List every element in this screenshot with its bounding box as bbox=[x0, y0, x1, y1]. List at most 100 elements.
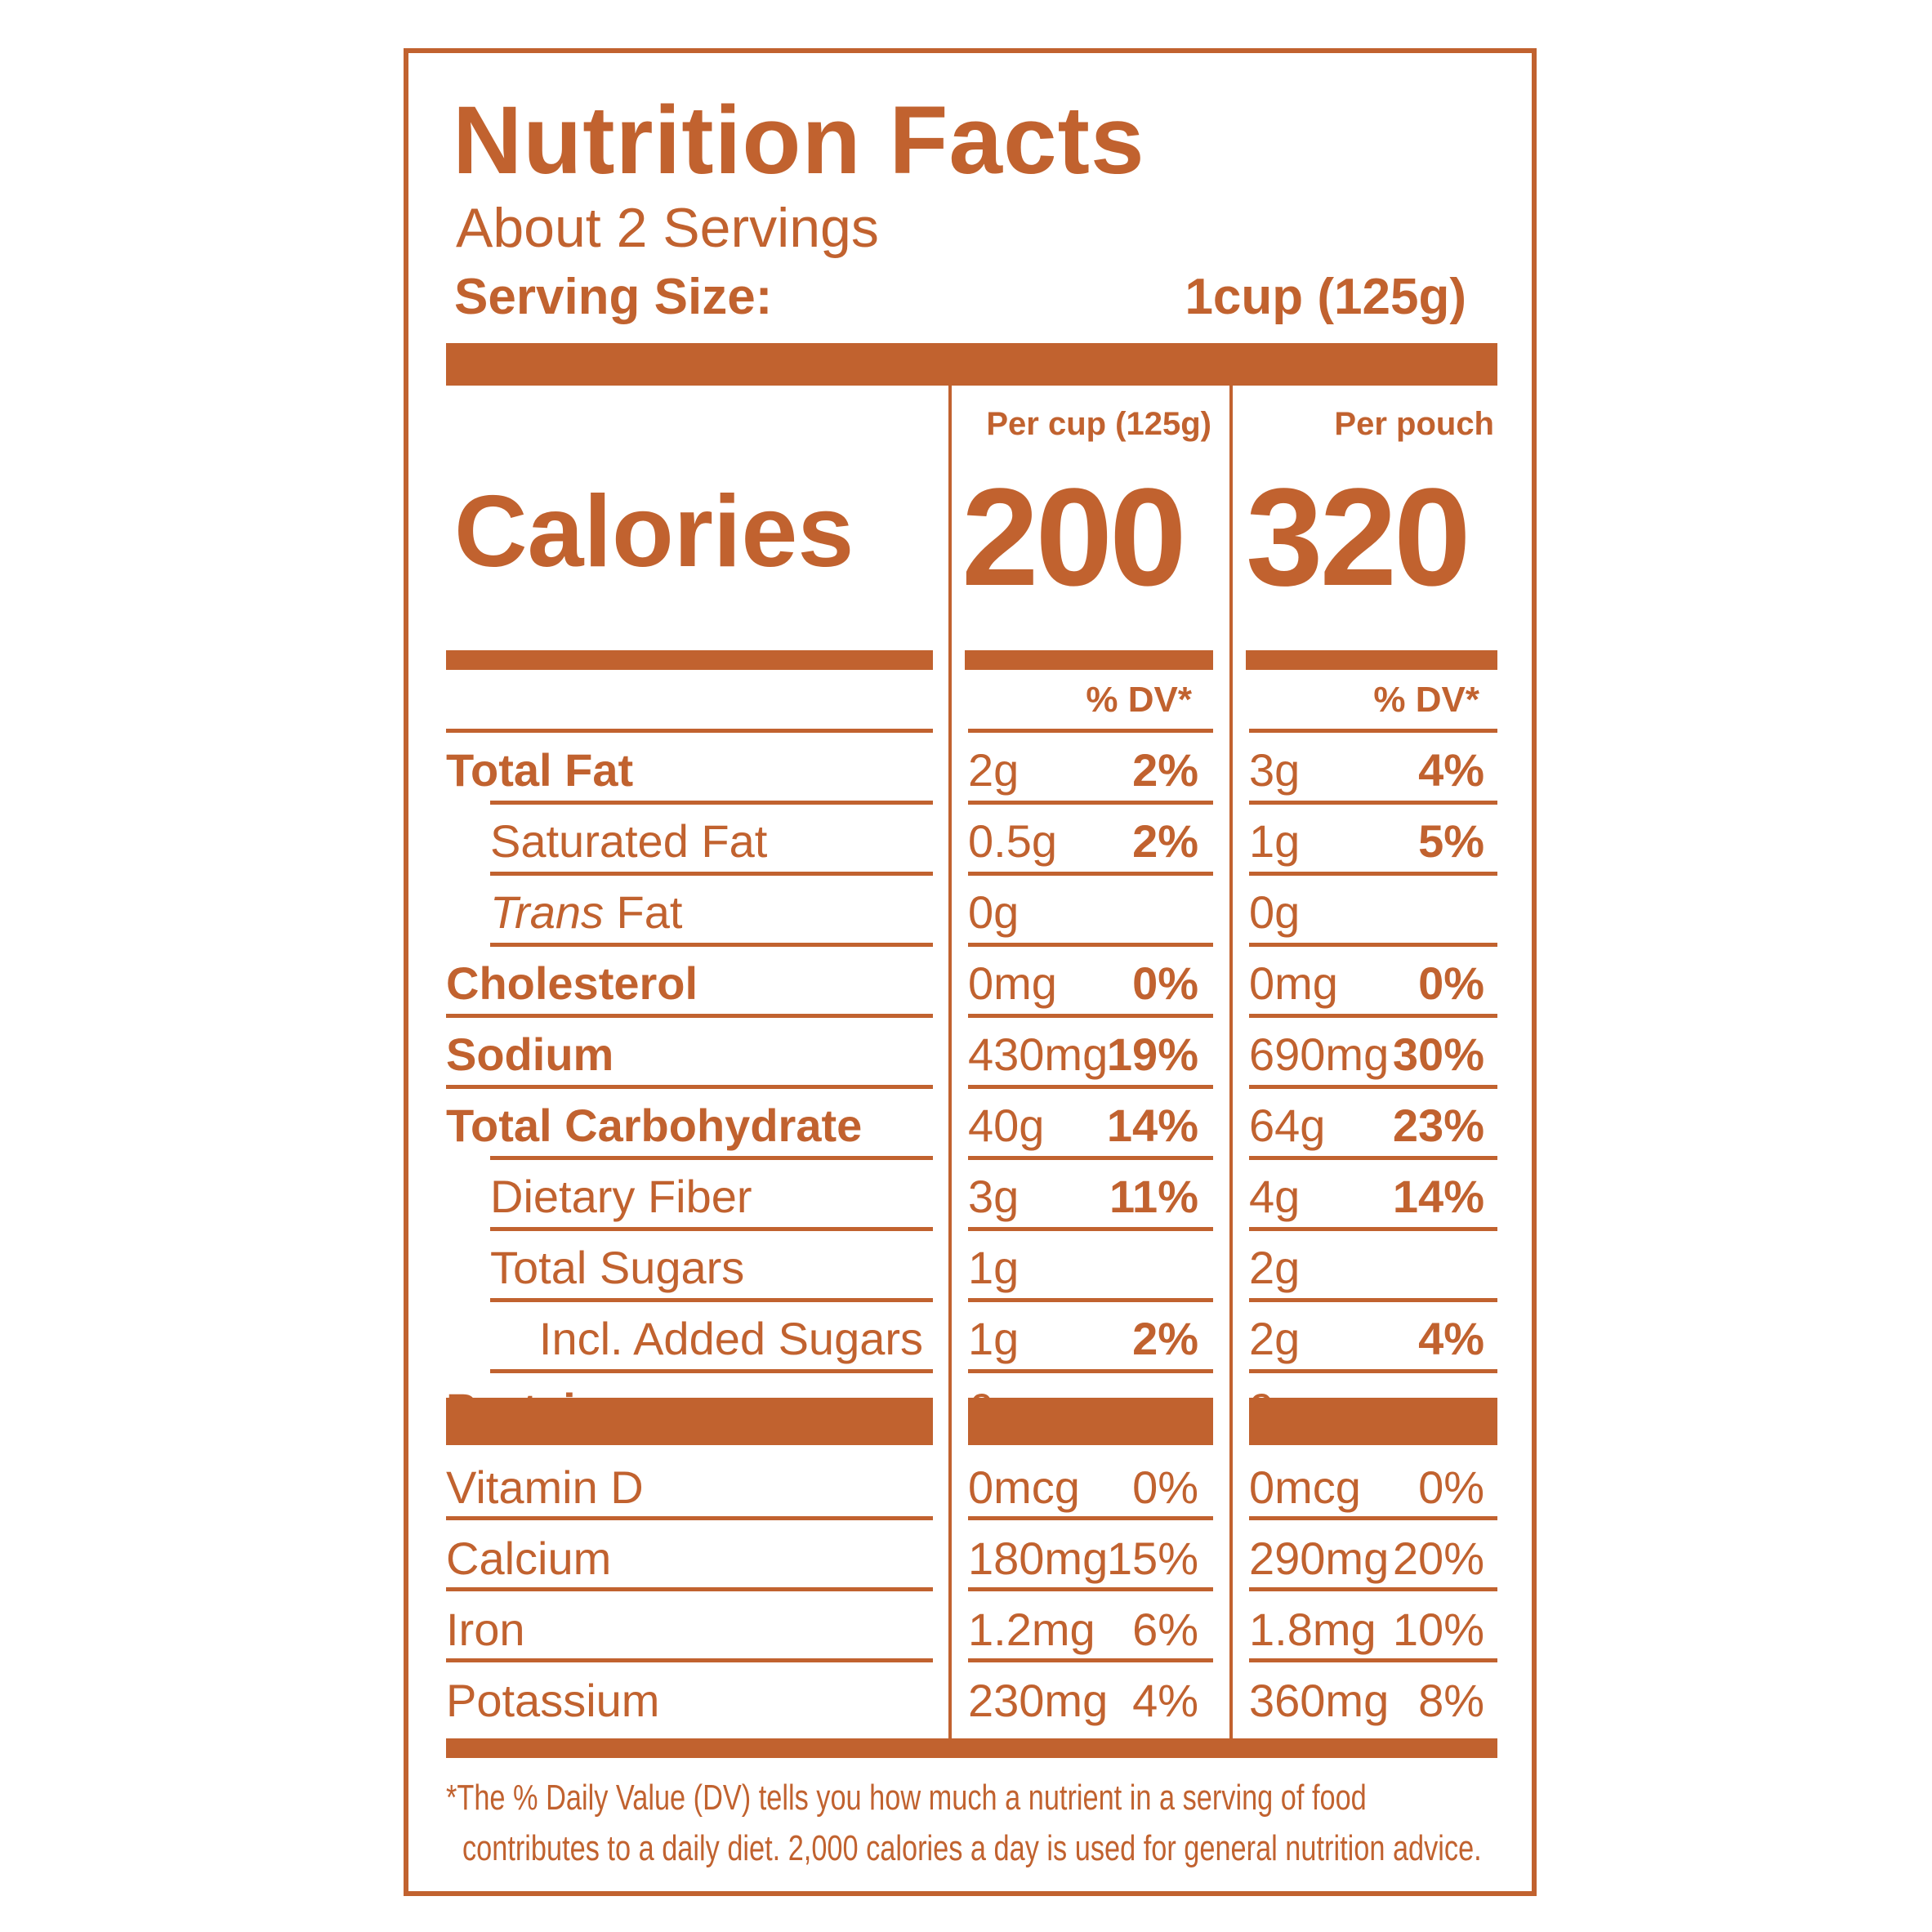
row-divider-col1 bbox=[968, 1369, 1213, 1373]
row-divider-col1 bbox=[968, 801, 1213, 805]
row-divider-col1 bbox=[968, 1014, 1213, 1018]
dv-per-cup: 2% bbox=[1132, 744, 1198, 796]
dv-divider-col1 bbox=[968, 729, 1213, 733]
amount-per-pouch: 2g bbox=[1249, 1313, 1301, 1364]
amount-per-cup: 1g bbox=[968, 1242, 1020, 1293]
calories-per-pouch: 320 bbox=[1246, 460, 1471, 615]
row-divider-col1 bbox=[968, 1227, 1213, 1231]
micro-amount-per-pouch: 360mg bbox=[1249, 1675, 1390, 1726]
footnote-line-2: contributes to a daily diet. 2,000 calor… bbox=[462, 1828, 1482, 1868]
micro-amount-per-cup: 230mg bbox=[968, 1675, 1109, 1726]
micro-dv-per-cup: 4% bbox=[1132, 1675, 1198, 1726]
micro-dv-per-pouch: 0% bbox=[1418, 1461, 1484, 1513]
amount-per-cup: 3g bbox=[968, 1171, 1020, 1222]
row-divider-col2 bbox=[1249, 801, 1497, 805]
serving-size-value: 1cup (125g) bbox=[1185, 269, 1466, 325]
micro-row-divider-col2 bbox=[1249, 1658, 1497, 1662]
thick-divider-mid-col1 bbox=[968, 1398, 1213, 1445]
amount-per-cup: 2g bbox=[968, 744, 1020, 796]
nutrition-facts-label: Nutrition Facts About 2 Servings Serving… bbox=[404, 48, 1537, 1896]
micro-row-divider-col1 bbox=[968, 1587, 1213, 1591]
micro-amount-per-pouch: 290mg bbox=[1249, 1533, 1390, 1584]
micro-row-divider bbox=[446, 1516, 933, 1520]
dv-per-cup: 0% bbox=[1132, 957, 1198, 1009]
footnote-line-1: *The % Daily Value (DV) tells you how mu… bbox=[446, 1778, 1367, 1818]
calories-divider-col2 bbox=[1246, 650, 1497, 670]
nutrient-name: Total Carbohydrate bbox=[446, 1100, 863, 1151]
dv-header-col2: % DV* bbox=[1373, 680, 1479, 720]
amount-per-pouch: 690mg bbox=[1249, 1028, 1390, 1080]
amount-per-pouch: 2g bbox=[1249, 1242, 1301, 1293]
row-divider-col1 bbox=[968, 872, 1213, 876]
serving-size-label: Serving Size: bbox=[454, 269, 773, 325]
amount-per-pouch: 1g bbox=[1249, 815, 1301, 867]
servings-per-container: About 2 Servings bbox=[456, 197, 879, 259]
micro-dv-per-cup: 15% bbox=[1106, 1533, 1198, 1584]
row-divider-col2 bbox=[1249, 1156, 1497, 1160]
amount-per-pouch: 0g bbox=[1249, 886, 1301, 938]
dv-divider-col2 bbox=[1249, 729, 1497, 733]
row-divider-col2 bbox=[1249, 872, 1497, 876]
row-divider-col1 bbox=[968, 1085, 1213, 1089]
micro-dv-per-pouch: 20% bbox=[1392, 1533, 1484, 1584]
micro-dv-per-pouch: 8% bbox=[1418, 1675, 1484, 1726]
row-divider-col2 bbox=[1249, 1085, 1497, 1089]
row-divider bbox=[490, 801, 933, 805]
column-header-per-cup: Per cup (125g) bbox=[986, 406, 1211, 442]
micro-row-divider bbox=[446, 1587, 933, 1591]
micro-amount-per-cup: 1.2mg bbox=[968, 1604, 1095, 1655]
dv-per-pouch: 4% bbox=[1418, 1313, 1484, 1364]
nutrient-name: Incl. Added Sugars bbox=[538, 1313, 923, 1364]
thick-divider-top bbox=[446, 343, 1497, 386]
dv-header-col1: % DV* bbox=[1086, 680, 1192, 720]
row-divider-col2 bbox=[1249, 943, 1497, 947]
row-divider bbox=[446, 1085, 933, 1089]
micro-amount-per-cup: 180mg bbox=[968, 1533, 1109, 1584]
calories-per-cup: 200 bbox=[962, 460, 1187, 615]
calories-divider-name bbox=[446, 650, 933, 670]
calories-label: Calories bbox=[454, 475, 854, 588]
row-divider bbox=[490, 1227, 933, 1231]
row-divider-col1 bbox=[968, 1156, 1213, 1160]
amount-per-cup: 1g bbox=[968, 1313, 1020, 1364]
amount-per-pouch: 4g bbox=[1249, 1171, 1301, 1222]
amount-per-cup: 0mg bbox=[968, 957, 1057, 1009]
micronutrient-name: Iron bbox=[446, 1604, 525, 1655]
amount-per-cup: 430mg bbox=[968, 1028, 1109, 1080]
nutrient-name: Total Sugars bbox=[490, 1242, 745, 1293]
row-divider bbox=[490, 943, 933, 947]
dv-per-cup: 2% bbox=[1132, 1313, 1198, 1364]
column-divider-left bbox=[948, 386, 952, 1738]
nutrient-name-italic: Trans bbox=[490, 886, 604, 938]
column-header-per-pouch: Per pouch bbox=[1334, 406, 1494, 442]
dv-per-pouch: 14% bbox=[1392, 1171, 1484, 1222]
micronutrient-name: Calcium bbox=[446, 1533, 612, 1584]
micro-amount-per-cup: 0mcg bbox=[968, 1461, 1080, 1513]
row-divider bbox=[446, 1014, 933, 1018]
micro-row-divider-col1 bbox=[968, 1658, 1213, 1662]
column-divider-right bbox=[1229, 386, 1233, 1738]
amount-per-pouch: 3g bbox=[1249, 744, 1301, 796]
dv-per-pouch: 4% bbox=[1418, 744, 1484, 796]
dv-per-pouch: 23% bbox=[1392, 1100, 1484, 1151]
dv-per-pouch: 30% bbox=[1392, 1028, 1484, 1080]
thick-divider-mid-name bbox=[446, 1398, 933, 1445]
nutrient-name: Total Fat bbox=[446, 744, 634, 796]
row-divider-col1 bbox=[968, 943, 1213, 947]
thick-divider-bottom bbox=[446, 1738, 1497, 1758]
dv-per-cup: 19% bbox=[1106, 1028, 1198, 1080]
dv-per-cup: 11% bbox=[1109, 1171, 1198, 1222]
row-divider-col2 bbox=[1249, 1298, 1497, 1302]
micro-amount-per-pouch: 0mcg bbox=[1249, 1461, 1361, 1513]
row-divider-col1 bbox=[968, 1298, 1213, 1302]
thick-divider-mid-col2 bbox=[1249, 1398, 1497, 1445]
amount-per-cup: 0g bbox=[968, 886, 1020, 938]
nutrient-name: Trans Fat bbox=[490, 890, 682, 935]
row-divider bbox=[490, 1298, 933, 1302]
micronutrient-name: Vitamin D bbox=[446, 1461, 644, 1513]
nutrient-name: Dietary Fiber bbox=[490, 1171, 752, 1222]
micro-row-divider-col1 bbox=[968, 1516, 1213, 1520]
micronutrient-name: Potassium bbox=[446, 1675, 660, 1726]
row-divider-col2 bbox=[1249, 1369, 1497, 1373]
micro-dv-per-cup: 6% bbox=[1132, 1604, 1198, 1655]
